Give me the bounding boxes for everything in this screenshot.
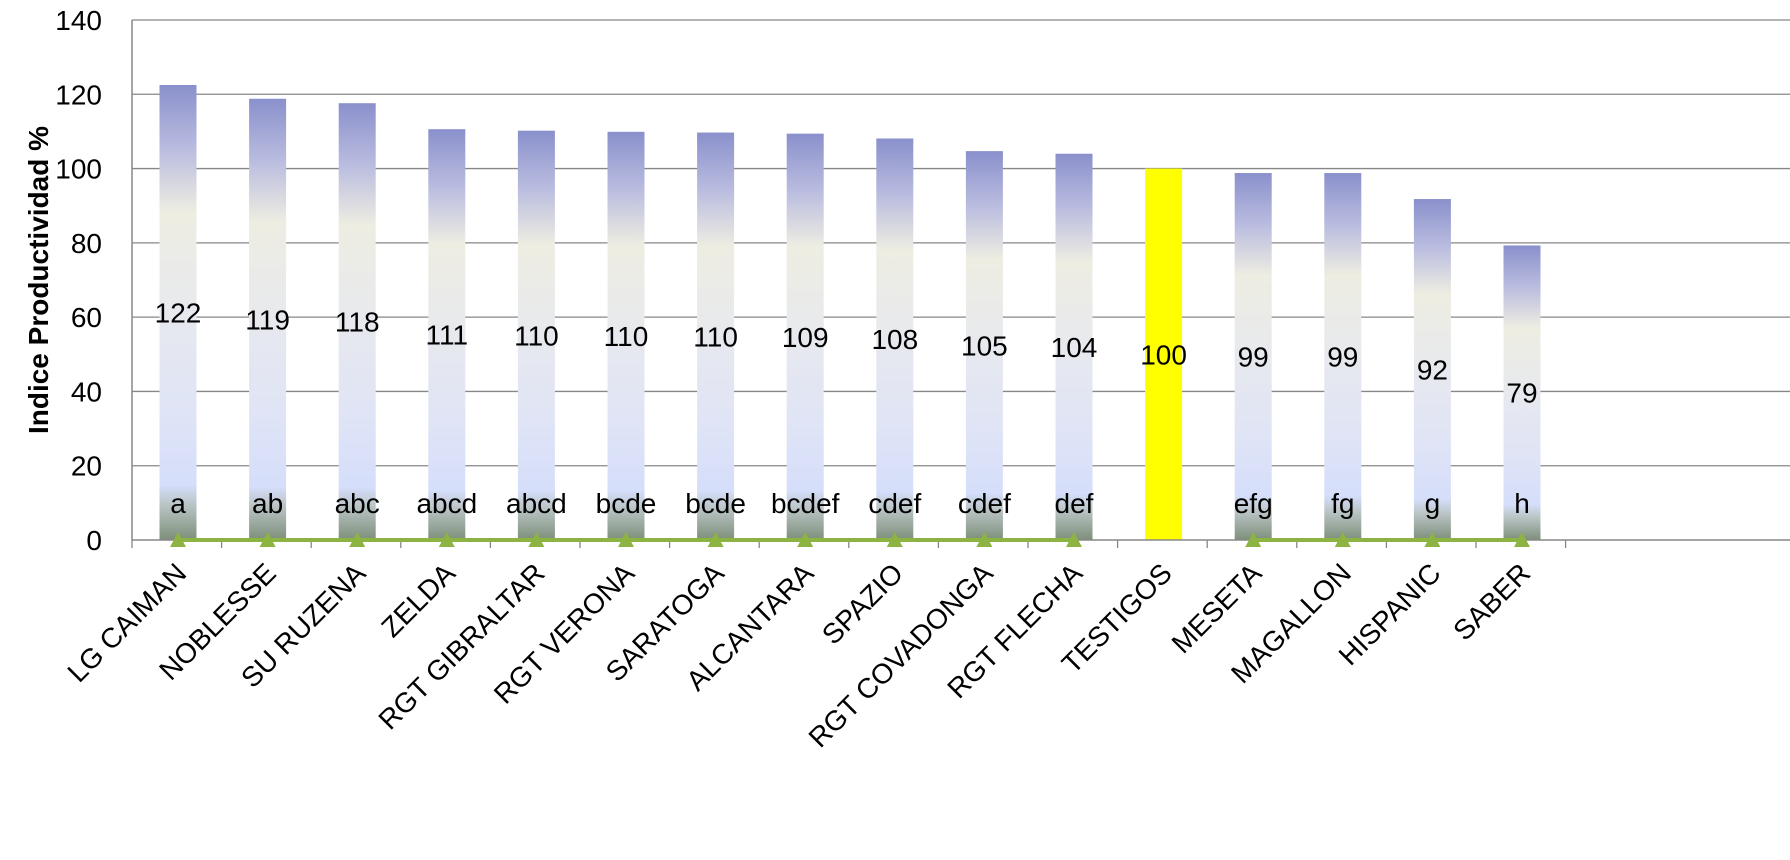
- value-label: 111: [426, 320, 469, 351]
- significance-letter: bcde: [685, 488, 746, 519]
- y-axis-ticks: 0 20 40 60 80 100 120 140: [55, 5, 102, 556]
- y-tick-label: 80: [71, 228, 102, 259]
- value-label: 110: [693, 321, 738, 352]
- value-label: 79: [1506, 378, 1537, 409]
- value-label: 99: [1327, 342, 1358, 373]
- value-label: 118: [335, 307, 380, 338]
- marker-point: [976, 532, 993, 547]
- bar: [1234, 173, 1272, 540]
- value-label: 119: [245, 304, 290, 335]
- value-label: 99: [1238, 342, 1269, 373]
- marker-point: [618, 532, 634, 547]
- value-label: 122: [155, 298, 202, 329]
- category-label: SPAZIO: [816, 557, 909, 650]
- value-label: 92: [1417, 355, 1448, 386]
- marker-point: [170, 532, 186, 547]
- bar: [786, 133, 824, 540]
- marker-point: [1424, 532, 1441, 547]
- bar: [1503, 245, 1541, 540]
- bar: [876, 138, 914, 540]
- bar: [249, 98, 287, 540]
- category-label: ZELDA: [375, 557, 461, 643]
- marker-point: [438, 532, 455, 547]
- value-label: 104: [1051, 332, 1098, 363]
- bar: [159, 85, 197, 540]
- value-label: 105: [961, 331, 1008, 362]
- marker-point: [1514, 532, 1530, 547]
- marker-point: [349, 532, 366, 547]
- bar: [1055, 153, 1093, 540]
- value-label: 100: [1140, 339, 1187, 370]
- y-tick-label: 120: [55, 79, 102, 110]
- marker-point: [1334, 532, 1351, 547]
- value-label: 109: [782, 322, 829, 353]
- category-label: SABER: [1447, 557, 1536, 646]
- y-tick-label: 40: [71, 376, 102, 407]
- bar: [1413, 199, 1451, 540]
- category-label: RGT GIBRALTAR: [372, 557, 550, 735]
- bar: [517, 130, 555, 540]
- marker-point: [259, 532, 276, 547]
- marker-point: [886, 532, 903, 547]
- y-tick-label: 100: [55, 154, 102, 185]
- marker-point: [1066, 532, 1082, 547]
- significance-letter: cdef: [868, 488, 921, 519]
- bar-labels: 122 a 119 ab 118 abc 111 abcd 110 abcd 110 bcde 110 b…: [155, 298, 1538, 520]
- significance-letter: h: [1514, 488, 1530, 519]
- bar: [338, 103, 376, 540]
- significance-letter: a: [170, 488, 186, 519]
- bar: [965, 151, 1003, 540]
- significance-letter: efg: [1234, 488, 1273, 519]
- y-tick-label: 140: [55, 5, 102, 36]
- y-tick-label: 20: [71, 451, 102, 482]
- bar: [428, 129, 466, 540]
- significance-letter: abcd: [506, 488, 567, 519]
- significance-letter: bcdef: [771, 488, 840, 519]
- significance-letter: g: [1425, 488, 1441, 519]
- axes: [131, 20, 1790, 548]
- marker-point: [1245, 532, 1262, 547]
- bar: [697, 132, 735, 541]
- baseline-markers: [170, 532, 1530, 547]
- y-axis-label: Indice Productividad %: [23, 126, 54, 434]
- bar: [607, 131, 645, 541]
- marker-point: [707, 532, 724, 547]
- marker-point: [797, 532, 814, 547]
- significance-letter: bcde: [596, 488, 657, 519]
- y-tick-label: 0: [86, 525, 102, 556]
- bar: [1324, 173, 1362, 540]
- bars: [159, 85, 1541, 541]
- value-label: 108: [871, 324, 918, 355]
- value-label: 110: [514, 320, 559, 351]
- significance-letter: ab: [252, 488, 283, 519]
- value-label: 110: [604, 321, 649, 352]
- significance-letter: def: [1055, 488, 1094, 519]
- marker-point: [528, 532, 545, 547]
- significance-letter: abc: [335, 488, 380, 519]
- significance-letter: abcd: [416, 488, 477, 519]
- grid-lines: [132, 19, 1790, 467]
- significance-letter: cdef: [958, 488, 1011, 519]
- y-tick-label: 60: [71, 302, 102, 333]
- significance-letter: fg: [1331, 488, 1354, 519]
- bar-highlight: [1145, 168, 1183, 541]
